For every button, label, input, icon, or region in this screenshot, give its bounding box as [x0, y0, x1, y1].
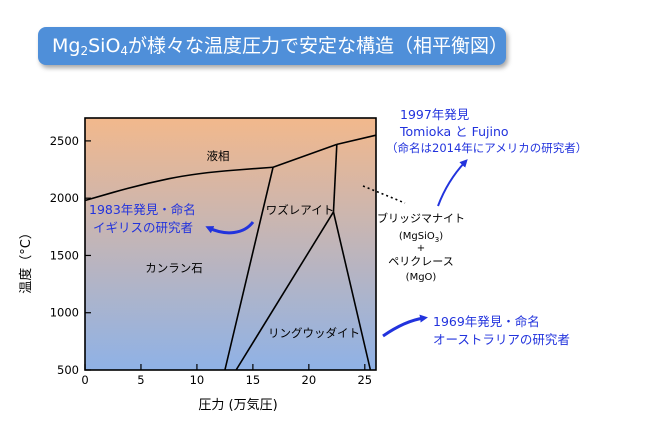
annotation-1969-line1: 1969年発見・命名 — [433, 314, 540, 329]
annotation-1983-line1: 1983年発見・命名 — [89, 202, 196, 217]
y-axis-label: 温度（°C） — [18, 226, 34, 294]
boundary-forsterite-liquid — [84, 166, 274, 202]
bridgmanite-formula-a: (MgSiO — [399, 231, 435, 242]
y-tick-label: 2000 — [50, 191, 79, 205]
x-tick-label: 5 — [137, 373, 144, 387]
axis-ticks: 0 5 10 15 20 25 500 1000 1500 2000 2500 — [50, 134, 372, 387]
y-tick-label: 500 — [57, 363, 79, 377]
arrow-1983 — [205, 221, 255, 235]
title-part3: が様々な温度圧力で安定な構造（相平衡図） — [128, 35, 509, 57]
y-tick-label: 1500 — [50, 248, 79, 262]
x-tick-label: 10 — [190, 373, 205, 387]
phase-boundaries — [84, 134, 377, 371]
bridgmanite-formula-sub: 3 — [435, 236, 439, 244]
x-tick-label: 20 — [302, 373, 317, 387]
annotation-1997-line3: （命名は2014年にアメリカの研究者） — [386, 141, 587, 155]
title-banner: Mg2SiO4が様々な温度圧力で安定な構造（相平衡図） — [38, 27, 509, 65]
plot-frame — [84, 117, 377, 371]
boundary-ringwoodite-bridgmanite+periclase — [332, 211, 372, 371]
region-liquid: 液相 — [207, 149, 230, 163]
annotation-1997-line1: 1997年発見 — [400, 107, 470, 122]
boundary-forsterite-wadsleyite — [224, 167, 274, 371]
region-forsterite: カンラン石 — [145, 261, 203, 275]
region-ringwoodite: リングウッダイト — [268, 326, 360, 340]
plot-area — [85, 118, 376, 370]
annotation-1969-line2: オーストラリアの研究者 — [433, 332, 570, 347]
x-axis-label: 圧力 (万気圧) — [198, 397, 277, 413]
x-tick-label: 15 — [246, 373, 261, 387]
title-part2: SiO — [88, 35, 121, 57]
arrow-1969 — [382, 314, 428, 338]
y-tick-label: 2500 — [50, 134, 79, 148]
x-tick-label: 25 — [357, 373, 372, 387]
bridgmanite-formula: (MgSiO3) — [399, 231, 443, 244]
y-tick-label: 1000 — [50, 306, 79, 320]
region-wadsleyite: ワズレアイト — [266, 203, 334, 217]
plus-sign: + — [417, 243, 425, 254]
title-sub2: 4 — [120, 44, 129, 58]
periclase-formula: (MgO) — [406, 272, 437, 283]
title-sub1: 2 — [80, 44, 89, 58]
region-bridgmanite: ブリッジマナイト — [377, 211, 465, 225]
region-periclase: ペリクレース — [388, 255, 453, 268]
annotation-1983-line2: イギリスの研究者 — [93, 220, 193, 235]
boundary-wadsleyite-liquid — [272, 143, 338, 169]
boundary-wadsleyite-bridgmanite+periclase — [332, 144, 338, 212]
boundary-bridgmanite+periclase-liquid — [336, 134, 377, 146]
bridgmanite-formula-b: ) — [439, 231, 443, 242]
title-part1: Mg — [52, 35, 81, 57]
annotation-1997-line2: Tomioka と Fujino — [399, 124, 509, 139]
arrow-1997 — [437, 159, 468, 207]
boundary-wadsleyite-ringwoodite — [235, 211, 335, 371]
x-tick-label: 0 — [81, 373, 88, 387]
